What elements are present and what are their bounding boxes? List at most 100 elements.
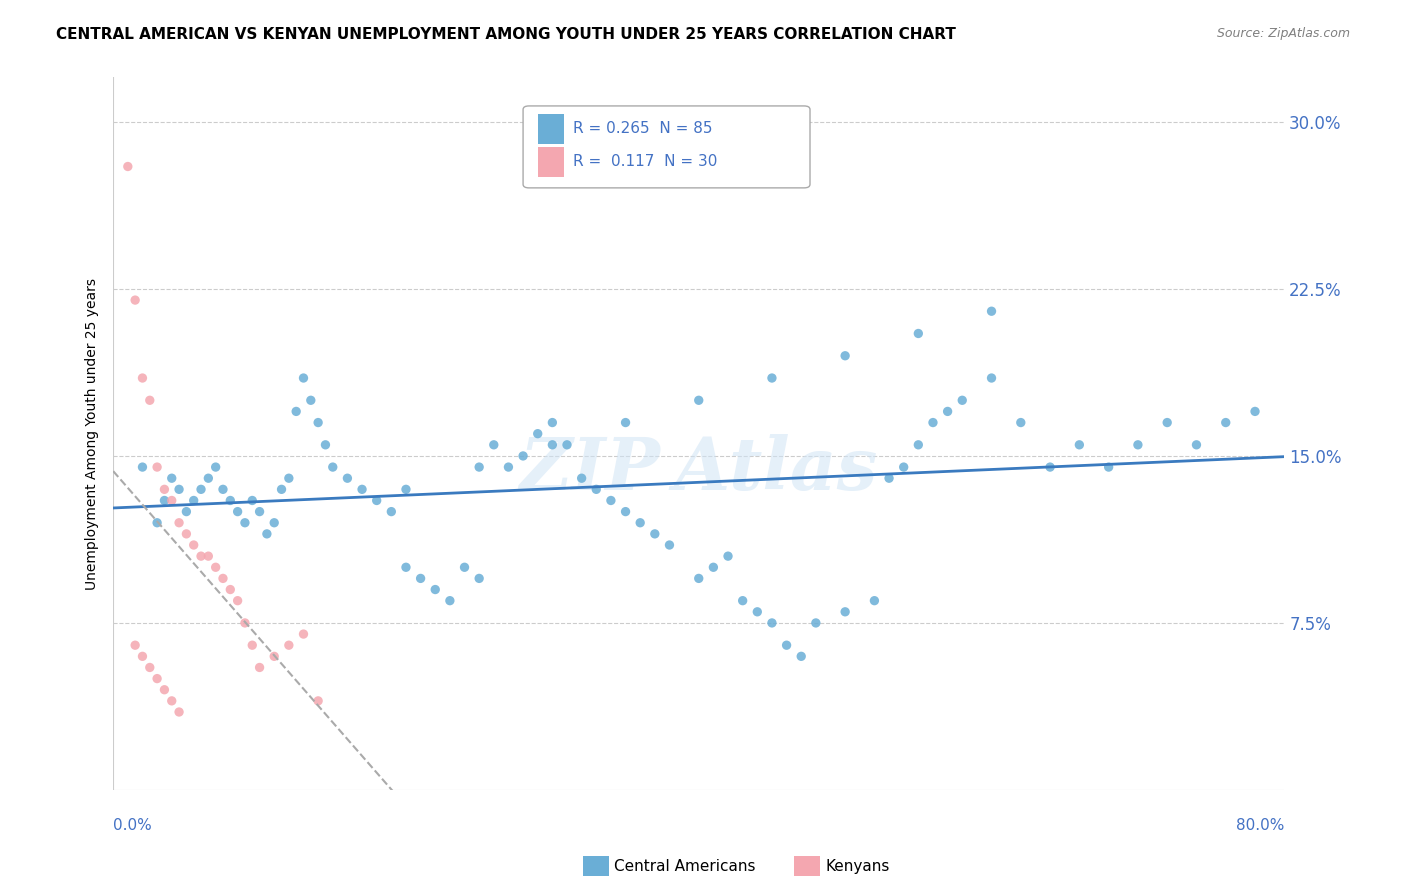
Point — [775, 638, 797, 652]
Point — [936, 404, 959, 418]
Point — [249, 505, 271, 519]
Point — [256, 527, 278, 541]
Point — [395, 560, 418, 574]
Point — [183, 493, 205, 508]
Point — [240, 638, 263, 652]
Point — [197, 471, 219, 485]
Point — [139, 660, 162, 674]
Point — [688, 571, 710, 585]
Point — [498, 460, 520, 475]
Point — [366, 493, 388, 508]
Point — [541, 416, 564, 430]
Point — [512, 449, 534, 463]
Text: R =  0.117  N = 30: R = 0.117 N = 30 — [574, 154, 718, 169]
Point — [336, 471, 359, 485]
Text: ZIP Atlas: ZIP Atlas — [520, 434, 877, 505]
Text: Source: ZipAtlas.com: Source: ZipAtlas.com — [1216, 27, 1350, 40]
Point — [1010, 416, 1032, 430]
Point — [1215, 416, 1237, 430]
Point — [204, 560, 226, 574]
Point — [190, 549, 212, 563]
Text: 80.0%: 80.0% — [1236, 819, 1284, 833]
Point — [1126, 438, 1149, 452]
Point — [1156, 416, 1178, 430]
Point — [131, 649, 153, 664]
FancyBboxPatch shape — [538, 147, 564, 178]
Text: 0.0%: 0.0% — [114, 819, 152, 833]
Point — [226, 593, 249, 607]
Point — [747, 605, 769, 619]
Point — [219, 493, 242, 508]
Point — [263, 516, 285, 530]
Point — [688, 393, 710, 408]
Point — [212, 483, 235, 497]
Point — [571, 471, 593, 485]
Point — [240, 493, 263, 508]
Point — [468, 460, 491, 475]
Point — [761, 371, 783, 385]
Point — [1069, 438, 1091, 452]
Point — [233, 516, 256, 530]
Point — [702, 560, 724, 574]
Point — [263, 649, 285, 664]
Point — [352, 483, 374, 497]
Point — [131, 371, 153, 385]
Text: R = 0.265  N = 85: R = 0.265 N = 85 — [574, 120, 713, 136]
Point — [212, 571, 235, 585]
Point — [131, 460, 153, 475]
Point — [395, 483, 418, 497]
Point — [307, 694, 329, 708]
Point — [270, 483, 292, 497]
Point — [555, 438, 578, 452]
Point — [439, 593, 461, 607]
Point — [167, 516, 190, 530]
Point — [124, 638, 146, 652]
Point — [197, 549, 219, 563]
Point — [153, 682, 176, 697]
Point — [153, 493, 176, 508]
Point — [292, 371, 315, 385]
Y-axis label: Unemployment Among Youth under 25 years: Unemployment Among Youth under 25 years — [86, 277, 100, 590]
Point — [292, 627, 315, 641]
Point — [233, 615, 256, 630]
Point — [658, 538, 681, 552]
Point — [249, 660, 271, 674]
Point — [600, 493, 623, 508]
Point — [1098, 460, 1121, 475]
Point — [761, 615, 783, 630]
Point — [834, 605, 856, 619]
Point — [380, 505, 402, 519]
Point — [176, 527, 198, 541]
Point — [146, 516, 169, 530]
Point — [731, 593, 754, 607]
Point — [614, 416, 637, 430]
Point — [277, 471, 299, 485]
Point — [893, 460, 915, 475]
Point — [468, 571, 491, 585]
Point — [146, 672, 169, 686]
Point — [907, 438, 929, 452]
Point — [160, 694, 183, 708]
Point — [453, 560, 475, 574]
Point — [117, 160, 139, 174]
Point — [160, 493, 183, 508]
Text: CENTRAL AMERICAN VS KENYAN UNEMPLOYMENT AMONG YOUTH UNDER 25 YEARS CORRELATION C: CENTRAL AMERICAN VS KENYAN UNEMPLOYMENT … — [56, 27, 956, 42]
Point — [526, 426, 548, 441]
Point — [628, 516, 651, 530]
Point — [877, 471, 900, 485]
Point — [124, 293, 146, 307]
Text: Kenyans: Kenyans — [825, 859, 890, 873]
Point — [167, 483, 190, 497]
Point — [409, 571, 432, 585]
Point — [314, 438, 336, 452]
Point — [541, 438, 564, 452]
Point — [1039, 460, 1062, 475]
Point — [804, 615, 827, 630]
Point — [146, 460, 169, 475]
Point — [176, 505, 198, 519]
Point — [219, 582, 242, 597]
Point — [167, 705, 190, 719]
Point — [717, 549, 740, 563]
Point — [299, 393, 322, 408]
Point — [644, 527, 666, 541]
